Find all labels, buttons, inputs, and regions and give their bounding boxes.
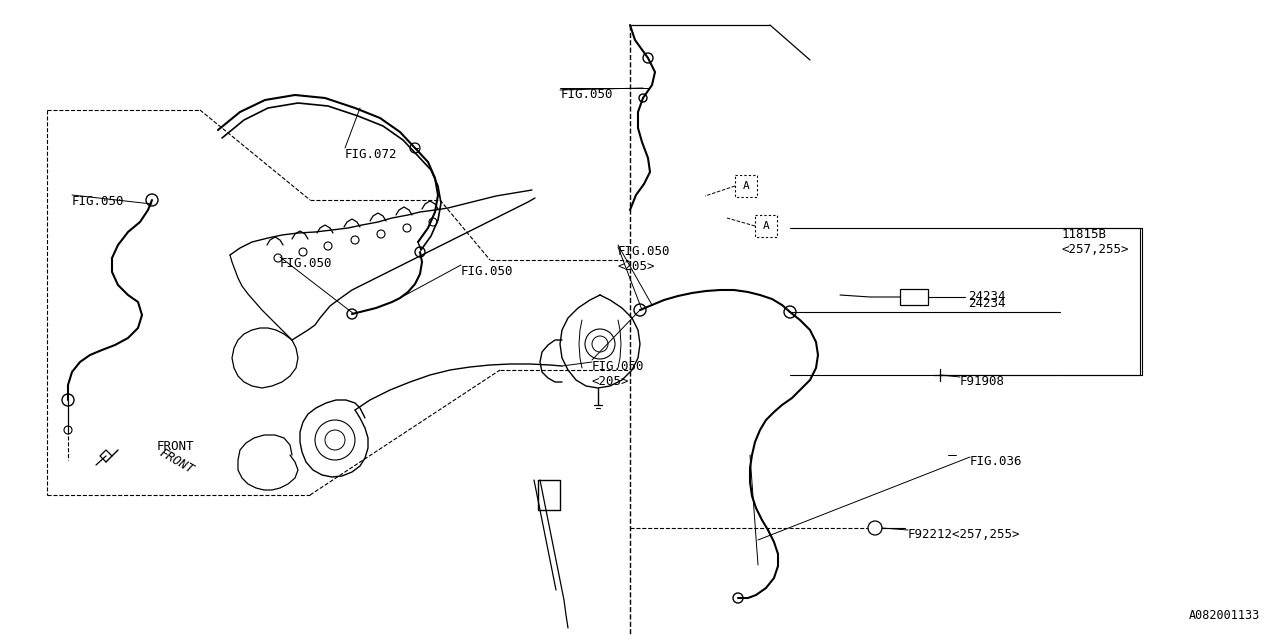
Bar — [735, 175, 756, 197]
Text: <205>: <205> — [618, 260, 655, 273]
Text: 24234: 24234 — [968, 291, 1006, 303]
Text: FIG.050: FIG.050 — [591, 360, 645, 373]
Bar — [755, 215, 777, 237]
Text: <257,255>: <257,255> — [1062, 243, 1129, 256]
Text: FIG.072: FIG.072 — [346, 148, 398, 161]
Text: 11815B: 11815B — [1062, 228, 1107, 241]
Bar — [900, 289, 928, 305]
Text: FRONT: FRONT — [157, 440, 195, 453]
Text: FIG.050: FIG.050 — [280, 257, 333, 270]
Text: FIG.050: FIG.050 — [72, 195, 124, 208]
Text: A: A — [763, 221, 769, 231]
Text: F92212<257,255>: F92212<257,255> — [908, 528, 1020, 541]
Text: F91908: F91908 — [960, 375, 1005, 388]
Text: <205>: <205> — [591, 375, 630, 388]
Text: A: A — [742, 181, 749, 191]
Text: A082001133: A082001133 — [1189, 609, 1260, 622]
Text: FRONT: FRONT — [157, 446, 196, 476]
Text: FIG.050: FIG.050 — [561, 88, 613, 101]
Text: FIG.036: FIG.036 — [970, 455, 1023, 468]
Text: FIG.050: FIG.050 — [618, 245, 671, 258]
Text: 24234: 24234 — [968, 297, 1006, 310]
Text: FIG.050: FIG.050 — [461, 265, 513, 278]
